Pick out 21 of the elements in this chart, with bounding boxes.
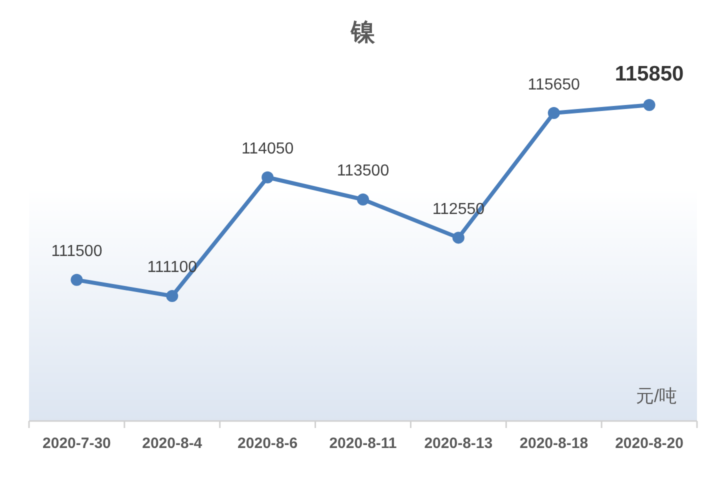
data-label: 115850 — [614, 62, 684, 86]
x-tick-label: 2020-8-18 — [520, 434, 588, 452]
point — [70, 274, 83, 286]
data-label: 114050 — [241, 140, 294, 158]
data-label: 115650 — [528, 76, 580, 94]
text: 元/吨 — [636, 386, 677, 406]
x-tick-label: 2020-8-13 — [424, 434, 493, 452]
x-tick-label: 2020-8-11 — [329, 434, 397, 452]
point — [262, 171, 274, 184]
chart-title: 镍 — [350, 19, 376, 46]
point — [357, 193, 369, 206]
x-tick-label: 2020-8-20 — [615, 434, 684, 452]
x-tick-label: 2020-8-4 — [142, 434, 203, 452]
point — [548, 107, 560, 120]
point — [166, 290, 178, 302]
x-tick-label: 2020-8-6 — [238, 434, 298, 452]
point — [643, 99, 656, 111]
data-label: 111500 — [51, 243, 102, 260]
point — [452, 232, 464, 244]
data-label: 113500 — [336, 162, 390, 180]
x-tick-label: 2020-7-30 — [42, 434, 111, 452]
